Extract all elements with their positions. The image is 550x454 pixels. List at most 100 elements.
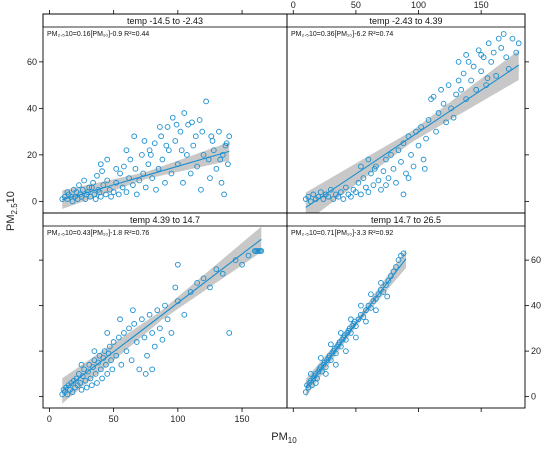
data-point <box>155 165 162 172</box>
data-point <box>368 170 374 177</box>
data-point <box>174 161 181 168</box>
data-point <box>130 307 136 314</box>
data-point <box>343 336 349 343</box>
data-point <box>338 330 344 336</box>
data-point <box>484 75 491 82</box>
data-point <box>320 196 327 202</box>
data-point <box>64 189 71 195</box>
data-point <box>146 147 153 154</box>
data-point <box>123 348 130 354</box>
data-point <box>106 343 113 350</box>
data-point <box>325 193 332 200</box>
data-point <box>388 273 394 279</box>
data-point <box>131 133 138 140</box>
y-tick-label: 60 <box>27 57 37 67</box>
x-tick-label: 150 <box>474 0 489 10</box>
data-point <box>445 82 452 88</box>
data-point <box>498 45 505 51</box>
panel-strip-label: temp -2.43 to 4.39 <box>369 16 442 26</box>
data-point <box>327 341 334 348</box>
data-point <box>133 339 140 345</box>
data-point <box>463 52 469 58</box>
data-point <box>307 198 314 205</box>
y-tick-label: 40 <box>531 301 541 311</box>
data-point <box>435 110 442 116</box>
panels: temp -14.5 to -2.43 PM₂.₅10=0.16[PM₁₀]-0.… <box>42 13 526 409</box>
data-point <box>420 156 427 163</box>
panel-frame <box>286 212 526 409</box>
data-point <box>505 65 512 72</box>
data-point <box>95 359 102 366</box>
data-point <box>245 252 252 259</box>
data-point <box>348 316 354 323</box>
data-point <box>148 152 154 158</box>
data-point <box>333 361 339 368</box>
data-point <box>360 175 367 181</box>
data-point <box>81 177 87 184</box>
data-point <box>222 142 229 149</box>
data-point <box>221 191 227 198</box>
data-point <box>207 284 213 291</box>
data-point <box>360 314 367 320</box>
y-tick-label: 0 <box>32 196 37 206</box>
data-point <box>94 172 100 179</box>
data-point <box>69 198 76 205</box>
data-point <box>475 47 482 54</box>
panel-plot-area <box>302 31 522 213</box>
data-point <box>353 323 359 329</box>
data-point <box>353 189 359 195</box>
y-axis-title-suffix: 10 <box>5 191 17 203</box>
data-point <box>371 165 378 172</box>
data-point <box>317 189 324 195</box>
data-point <box>216 128 222 135</box>
data-point <box>70 186 77 193</box>
data-point <box>166 147 172 154</box>
data-point <box>217 156 224 163</box>
data-point <box>509 35 516 42</box>
panel-strip-label: temp -14.5 to -2.43 <box>127 16 203 26</box>
data-point <box>97 193 104 200</box>
data-point <box>90 179 96 186</box>
data-point <box>139 152 145 158</box>
data-point <box>168 170 175 177</box>
data-point <box>400 191 407 198</box>
data-point <box>100 355 107 361</box>
y-tick-label: 40 <box>27 103 37 113</box>
data-point <box>307 371 314 377</box>
data-point <box>322 371 329 377</box>
data-point <box>64 391 71 398</box>
data-point <box>348 330 354 336</box>
data-point <box>225 161 231 168</box>
data-point <box>105 350 112 357</box>
data-point <box>465 59 472 65</box>
data-point <box>103 191 109 198</box>
data-point <box>355 179 362 186</box>
data-point <box>141 334 148 341</box>
data-point <box>365 189 372 195</box>
data-point <box>463 96 469 102</box>
data-point <box>169 114 176 121</box>
regression-line <box>305 64 520 208</box>
data-point <box>383 282 389 289</box>
data-point <box>208 133 215 140</box>
data-point <box>139 316 145 323</box>
data-point <box>400 250 407 257</box>
data-point <box>151 140 158 147</box>
data-point <box>378 186 384 193</box>
y-axis-title-sub: 2.5 <box>10 203 19 215</box>
data-point <box>174 298 181 304</box>
data-point <box>358 302 364 309</box>
data-point <box>205 156 212 163</box>
data-point <box>343 184 349 191</box>
x-tick-label: 0 <box>47 414 52 424</box>
data-point <box>78 386 85 393</box>
data-point <box>338 189 344 195</box>
data-point <box>174 261 181 268</box>
data-point <box>85 368 91 375</box>
data-point <box>140 170 147 177</box>
data-point <box>144 352 150 359</box>
x-axis-title-main: PM <box>271 431 288 443</box>
data-point <box>127 156 134 163</box>
data-point <box>104 371 111 377</box>
data-point <box>348 193 354 200</box>
